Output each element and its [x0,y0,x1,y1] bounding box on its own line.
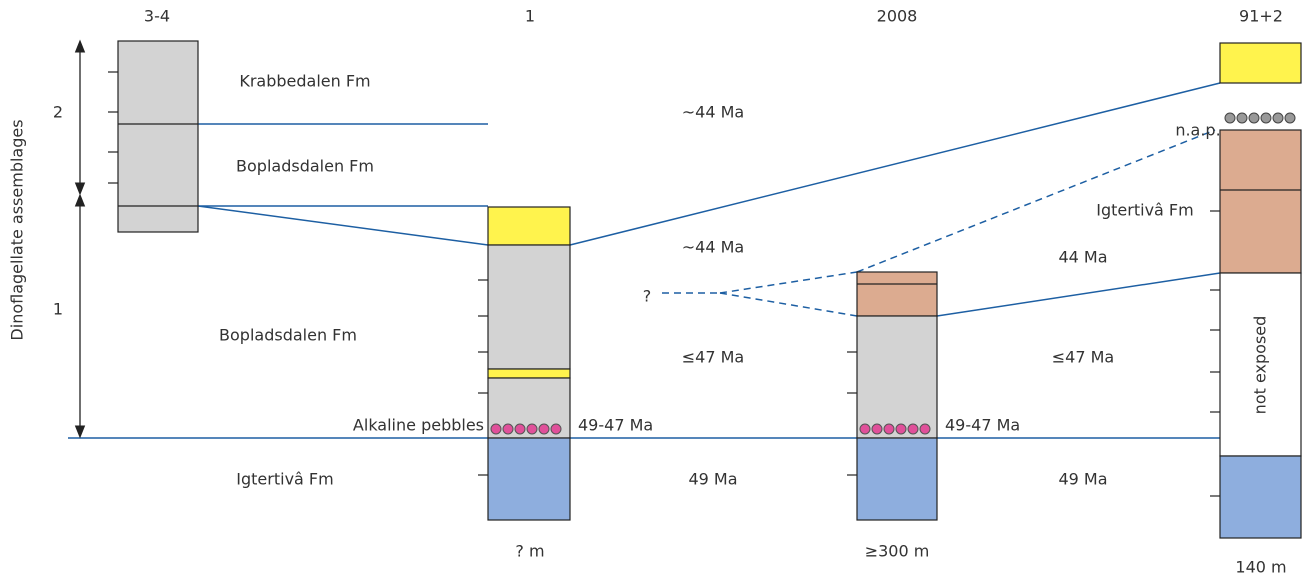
age-label: 49 Ma [688,470,737,489]
age-label: ? [643,287,652,306]
formation-label: Krabbedalen Fm [239,72,370,91]
column-header: 3-4 [144,7,170,26]
age-label: 49 Ma [1058,470,1107,489]
formation-label: n.a.p. [1175,121,1220,140]
age-label: 49-47 Ma [578,416,653,435]
formation-label: Bopladsdalen Fm [236,157,374,176]
column-header: 2008 [877,7,918,26]
assemblage-number: 1 [53,300,63,319]
formation-label: not exposed [1251,316,1270,415]
age-label: ~44 Ma [682,103,744,122]
formation-label: Bopladsdalen Fm [219,326,357,345]
assemblage-number: 2 [53,103,63,122]
column-header: 1 [525,7,535,26]
age-label: ≤47 Ma [682,348,744,367]
column-3-4 [108,40,199,233]
thickness-label: ? m [515,542,544,561]
correlation-lines [68,82,1221,439]
age-label: 44 Ma [1058,248,1107,267]
axis-label: Dinoflagellate assemblages [8,119,27,340]
formation-label: Igtertivâ Fm [1096,201,1193,220]
column-header: 91+2 [1239,7,1283,26]
age-label: ~44 Ma [682,238,744,257]
age-label: 49-47 Ma [945,416,1020,435]
column-91-2 [1210,42,1302,539]
labels: 3-4 1 2008 91+2 Dinoflagellate assemblag… [8,7,1287,577]
column-1 [478,206,571,521]
column-2008 [847,271,938,521]
formation-label: Alkaline pebbles [353,416,484,435]
thickness-label: ≥300 m [865,542,930,561]
thickness-label: 140 m [1235,558,1286,577]
age-label: ≤47 Ma [1052,348,1114,367]
formation-label: Igtertivâ Fm [236,470,333,489]
